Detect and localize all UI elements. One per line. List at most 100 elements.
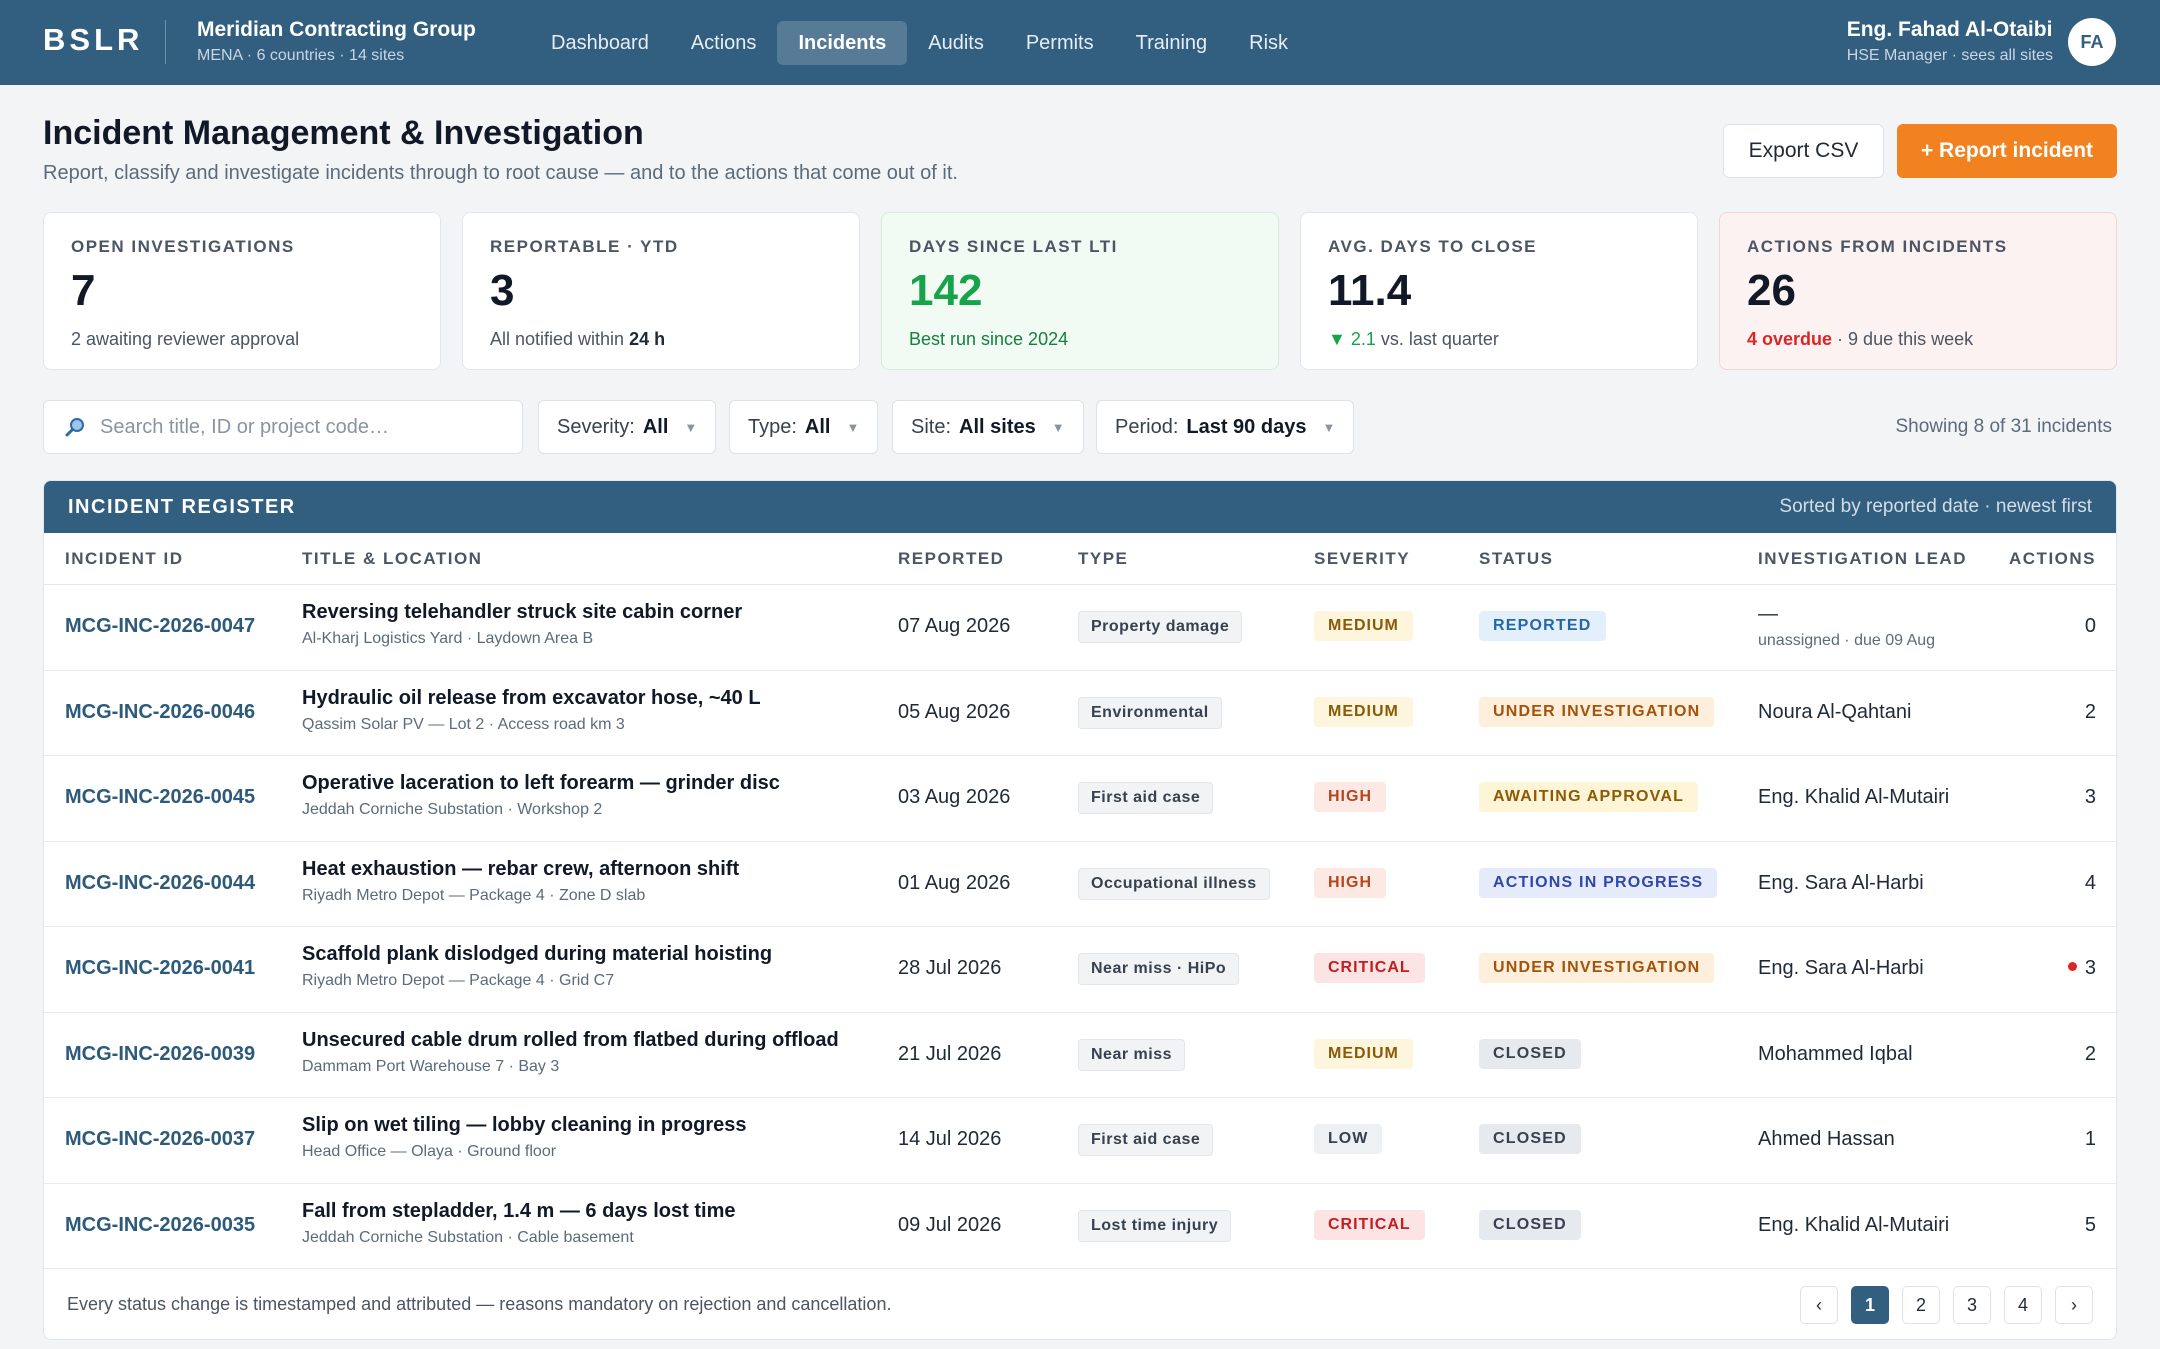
incident-id-link[interactable]: MCG-INC-2026-0047 xyxy=(65,615,256,637)
incident-title[interactable]: Fall from stepladder, 1.4 m — 6 days los… xyxy=(302,1199,736,1222)
user-menu[interactable]: Eng. Fahad Al-Otaibi HSE Manager · sees … xyxy=(1847,18,2053,65)
actions-count[interactable]: 0 xyxy=(2085,615,2096,638)
table-row[interactable]: MCG-INC-2026-0035 Fall from stepladder, 1… xyxy=(44,1184,2116,1269)
export-csv-button[interactable]: Export CSV xyxy=(1723,124,1884,178)
actions-count[interactable]: 2 xyxy=(2085,701,2096,724)
user-role: HSE Manager · sees all sites xyxy=(1846,47,2053,64)
table-row[interactable]: MCG-INC-2026-0047 Reversing telehandler s… xyxy=(44,585,2116,671)
page-1-button[interactable]: 1 xyxy=(1851,1286,1889,1324)
page-4-button[interactable]: 4 xyxy=(2004,1286,2042,1324)
actions-count[interactable]: 4 xyxy=(2085,872,2096,895)
actions-count-value: 3 xyxy=(2084,957,2096,979)
avatar[interactable]: FA xyxy=(2068,18,2116,66)
incident-title[interactable]: Slip on wet tiling — lobby cleaning in p… xyxy=(302,1114,747,1136)
search-input[interactable] xyxy=(100,415,500,439)
incident-title[interactable]: Operative laceration to left forearm — g… xyxy=(302,772,780,794)
incident-title[interactable]: Unsecured cable drum rolled from flatbed… xyxy=(302,1028,839,1051)
incident-id-link[interactable]: MCG-INC-2026-0039 xyxy=(65,1042,256,1065)
kpi-note: ▼ 2.1 vs. last quarter xyxy=(1328,329,1670,350)
reported-date: 03 Aug 2026 xyxy=(898,786,1011,808)
incident-title[interactable]: Scaffold plank dislodged during material… xyxy=(302,943,773,965)
nav-divider xyxy=(165,20,166,64)
kpi-avg-days-to-close: AVG. DAYS TO CLOSE 11.4 ▼ 2.1 vs. last q… xyxy=(1300,212,1698,370)
kpi-label: DAYS SINCE LAST LTI xyxy=(909,237,1118,256)
title-location: Fall from stepladder, 1.4 m — 6 days los… xyxy=(302,1200,735,1247)
table-row[interactable]: MCG-INC-2026-0044 Heat exhaustion — rebar… xyxy=(44,842,2116,927)
filter-site[interactable]: Site: All sites ▼ xyxy=(892,400,1084,454)
page-2-button[interactable]: 2 xyxy=(1902,1286,1940,1324)
overdue-dot-icon xyxy=(2067,962,2077,971)
col-severity[interactable]: SEVERITY xyxy=(1314,549,1411,568)
filter-severity[interactable]: Severity: All ▼ xyxy=(538,400,717,454)
kpi-value: 11.4 xyxy=(1328,266,1412,315)
actions-count[interactable]: 2 xyxy=(2085,1043,2096,1066)
nav-audits[interactable]: Audits xyxy=(928,32,984,54)
incident-id-link[interactable]: MCG-INC-2026-0045 xyxy=(65,786,256,808)
chevron-down-icon: ▼ xyxy=(1051,419,1065,435)
actions-count[interactable]: 5 xyxy=(2085,1214,2096,1237)
table-row[interactable]: MCG-INC-2026-0037 Slip on wet tiling — lo… xyxy=(44,1098,2116,1184)
actions-count[interactable]: 3 xyxy=(2085,786,2096,809)
nav-dashboard[interactable]: Dashboard xyxy=(551,32,649,54)
next-page-button[interactable]: › xyxy=(2055,1286,2093,1324)
filter-period[interactable]: Period: Last 90 days ▼ xyxy=(1096,400,1355,454)
actions-count-value: 1 xyxy=(2084,1128,2096,1150)
search-box[interactable] xyxy=(43,400,523,454)
col-title-location[interactable]: TITLE & LOCATION xyxy=(302,549,483,568)
incident-id-link[interactable]: MCG-INC-2026-0044 xyxy=(65,871,256,894)
incident-title[interactable]: Reversing telehandler struck site cabin … xyxy=(302,601,743,623)
reported-date: 01 Aug 2026 xyxy=(898,871,1011,894)
kpi-value: 142 xyxy=(909,266,983,315)
investigation-lead: — unassigned · due 09 Aug xyxy=(1758,603,1935,650)
col-actions[interactable]: ACTIONS xyxy=(2009,549,2096,568)
severity-badge: MEDIUM xyxy=(1314,696,1413,727)
col-reported[interactable]: REPORTED xyxy=(898,549,1005,568)
filter-type[interactable]: Type: All ▼ xyxy=(729,400,879,454)
filter-value: All xyxy=(642,415,669,438)
incident-id-link[interactable]: MCG-INC-2026-0041 xyxy=(65,957,256,979)
prev-page-button[interactable]: ‹ xyxy=(1800,1286,1838,1324)
incident-id-link[interactable]: MCG-INC-2026-0037 xyxy=(65,1128,256,1150)
title-location: Hydraulic oil release from excavator hos… xyxy=(302,687,761,734)
actions-count[interactable]: 1 xyxy=(2085,1128,2096,1151)
incident-title[interactable]: Heat exhaustion — rebar crew, afternoon … xyxy=(302,857,740,880)
col-incident-id[interactable]: INCIDENT ID xyxy=(65,549,184,568)
nav-incidents[interactable]: Incidents xyxy=(777,21,908,65)
table-row[interactable]: MCG-INC-2026-0046 Hydraulic oil release f… xyxy=(44,671,2116,756)
kpi-value: 3 xyxy=(490,266,515,315)
table-row[interactable]: MCG-INC-2026-0041 Scaffold plank dislodge… xyxy=(44,927,2116,1013)
org-switcher[interactable]: Meridian Contracting Group MENA · 6 coun… xyxy=(197,18,476,65)
incident-id-link[interactable]: MCG-INC-2026-0046 xyxy=(65,700,256,723)
incident-title[interactable]: Hydraulic oil release from excavator hos… xyxy=(302,686,761,709)
nav-actions[interactable]: Actions xyxy=(690,32,757,54)
actions-count-value: 2 xyxy=(2084,1042,2096,1065)
kpi-actions-from-incidents: ACTIONS FROM INCIDENTS 26 4 overdue · 9 … xyxy=(1719,212,2117,370)
incident-location: Dammam Port Warehouse 7 · Bay 3 xyxy=(302,1057,560,1075)
table-row[interactable]: MCG-INC-2026-0045 Operative laceration to… xyxy=(44,756,2116,842)
table-title: INCIDENT REGISTER xyxy=(68,495,296,518)
nav-training[interactable]: Training xyxy=(1135,32,1208,54)
status-badge: CLOSED xyxy=(1479,1038,1581,1069)
nav-risk[interactable]: Risk xyxy=(1249,32,1289,54)
sort-note[interactable]: Sorted by reported date · newest first xyxy=(1779,496,2092,517)
type-badge: Environmental xyxy=(1078,696,1222,729)
col-status[interactable]: STATUS xyxy=(1479,549,1554,568)
overdue-count[interactable]: 4 overdue xyxy=(1747,329,1833,349)
app-logo[interactable]: BSLR xyxy=(43,22,144,57)
severity-badge: MEDIUM xyxy=(1314,611,1413,641)
report-incident-button[interactable]: + Report incident xyxy=(1897,124,2117,178)
page-3-button[interactable]: 3 xyxy=(1953,1286,1991,1324)
actions-count[interactable]: 3 xyxy=(2067,957,2096,980)
page-subtitle: Report, classify and investigate inciden… xyxy=(43,162,958,184)
col-investigation-lead[interactable]: INVESTIGATION LEAD xyxy=(1758,549,1967,568)
table-row[interactable]: MCG-INC-2026-0039 Unsecured cable drum ro… xyxy=(44,1013,2116,1098)
nav-permits[interactable]: Permits xyxy=(1025,32,1094,54)
filter-label: Site: xyxy=(911,415,952,438)
incident-id-link[interactable]: MCG-INC-2026-0035 xyxy=(65,1213,256,1236)
kpi-note-text: All notified within xyxy=(490,329,630,349)
kpi-note-text: · 9 due this week xyxy=(1832,329,1974,349)
chevron-down-icon: ▼ xyxy=(684,419,698,435)
col-type[interactable]: TYPE xyxy=(1078,549,1129,568)
filter-label: Severity: xyxy=(557,415,635,438)
filter-value: All sites xyxy=(959,415,1036,438)
